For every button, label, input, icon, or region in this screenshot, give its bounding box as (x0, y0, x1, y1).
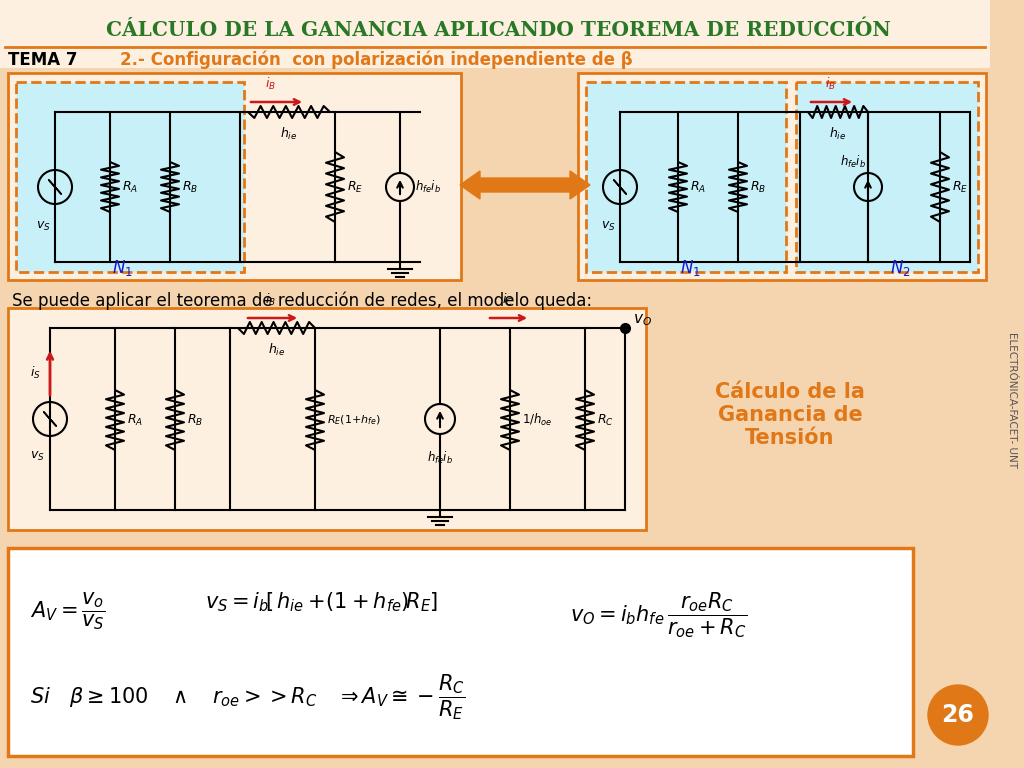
Text: $R_A$: $R_A$ (690, 180, 707, 194)
Text: $i_B$: $i_B$ (264, 76, 275, 92)
Text: $R_C$: $R_C$ (597, 412, 613, 428)
Bar (8, 73, 461, 280)
Text: $i_S$: $i_S$ (30, 365, 40, 381)
Text: $h_{ie}$: $h_{ie}$ (829, 126, 847, 142)
Text: $R_E$: $R_E$ (347, 180, 364, 194)
Bar (8, 308, 646, 530)
Text: $R_B$: $R_B$ (182, 180, 199, 194)
Text: $v_S$: $v_S$ (30, 450, 44, 463)
Text: $h_{fe}i_b$: $h_{fe}i_b$ (840, 154, 866, 170)
Text: CÁLCULO DE LA GANANCIA APLICANDO TEOREMA DE REDUCCIÓN: CÁLCULO DE LA GANANCIA APLICANDO TEOREMA… (105, 20, 891, 40)
Text: $Si\quad \beta \geq 100 \quad \wedge \quad r_{oe} >> R_C \quad \Rightarrow A_V \: $Si\quad \beta \geq 100 \quad \wedge \qu… (30, 672, 465, 722)
Bar (578, 73, 986, 280)
Text: $i_B$: $i_B$ (824, 76, 836, 92)
Text: Cálculo de la
Ganancia de
Tensión: Cálculo de la Ganancia de Tensión (715, 382, 865, 449)
Bar (16, 82, 244, 272)
Text: $h_{fe}i_b$: $h_{fe}i_b$ (415, 179, 441, 195)
Circle shape (928, 685, 988, 745)
Text: $N_1$: $N_1$ (680, 258, 700, 278)
Text: $N_1$: $N_1$ (112, 258, 132, 278)
Text: $i_B$: $i_B$ (264, 292, 275, 308)
Text: $v_S$: $v_S$ (36, 220, 50, 233)
Text: $1/h_{oe}$: $1/h_{oe}$ (522, 412, 553, 428)
Text: $R_A$: $R_A$ (127, 412, 143, 428)
Text: $i_C$: $i_C$ (502, 292, 514, 308)
Text: ELECTRÓNICA-FACET- UNT: ELECTRÓNICA-FACET- UNT (1007, 332, 1017, 468)
Text: 2.- Configuración  con polarización independiente de β: 2.- Configuración con polarización indep… (120, 51, 633, 69)
Bar (796, 82, 978, 272)
Text: $N_2$: $N_2$ (890, 258, 910, 278)
Polygon shape (460, 171, 590, 199)
Bar (0, 0, 990, 68)
Text: $R_B$: $R_B$ (187, 412, 203, 428)
Text: $h_{ie}$: $h_{ie}$ (281, 126, 298, 142)
Text: $h_{ie}$: $h_{ie}$ (268, 342, 286, 358)
Text: $v_O = i_b h_{fe}\,\dfrac{r_{oe}R_C}{r_{oe}+R_C}$: $v_O = i_b h_{fe}\,\dfrac{r_{oe}R_C}{r_{… (570, 590, 748, 640)
Text: $R_E(1{+}h_{fe})$: $R_E(1{+}h_{fe})$ (327, 413, 381, 427)
Bar (586, 82, 786, 272)
Text: $R_A$: $R_A$ (122, 180, 138, 194)
Text: 26: 26 (941, 703, 975, 727)
Text: TEMA 7: TEMA 7 (8, 51, 78, 69)
Text: $v_O$: $v_O$ (633, 312, 652, 328)
Text: Se puede aplicar el teorema de reducción de redes, el modelo queda:: Se puede aplicar el teorema de reducción… (12, 292, 592, 310)
Text: $A_V = \dfrac{v_o}{v_S}$: $A_V = \dfrac{v_o}{v_S}$ (30, 590, 105, 632)
Text: $v_S = i_b\!\left[\,h_{ie} + \!\left(1 + h_{fe}\right)\!R_E\right]$: $v_S = i_b\!\left[\,h_{ie} + \!\left(1 +… (205, 590, 438, 614)
Text: $R_B$: $R_B$ (750, 180, 766, 194)
Bar (8, 548, 913, 756)
Text: $R_E$: $R_E$ (952, 180, 969, 194)
Text: $v_S$: $v_S$ (601, 220, 615, 233)
Text: $h_{fe}i_b$: $h_{fe}i_b$ (427, 450, 453, 466)
